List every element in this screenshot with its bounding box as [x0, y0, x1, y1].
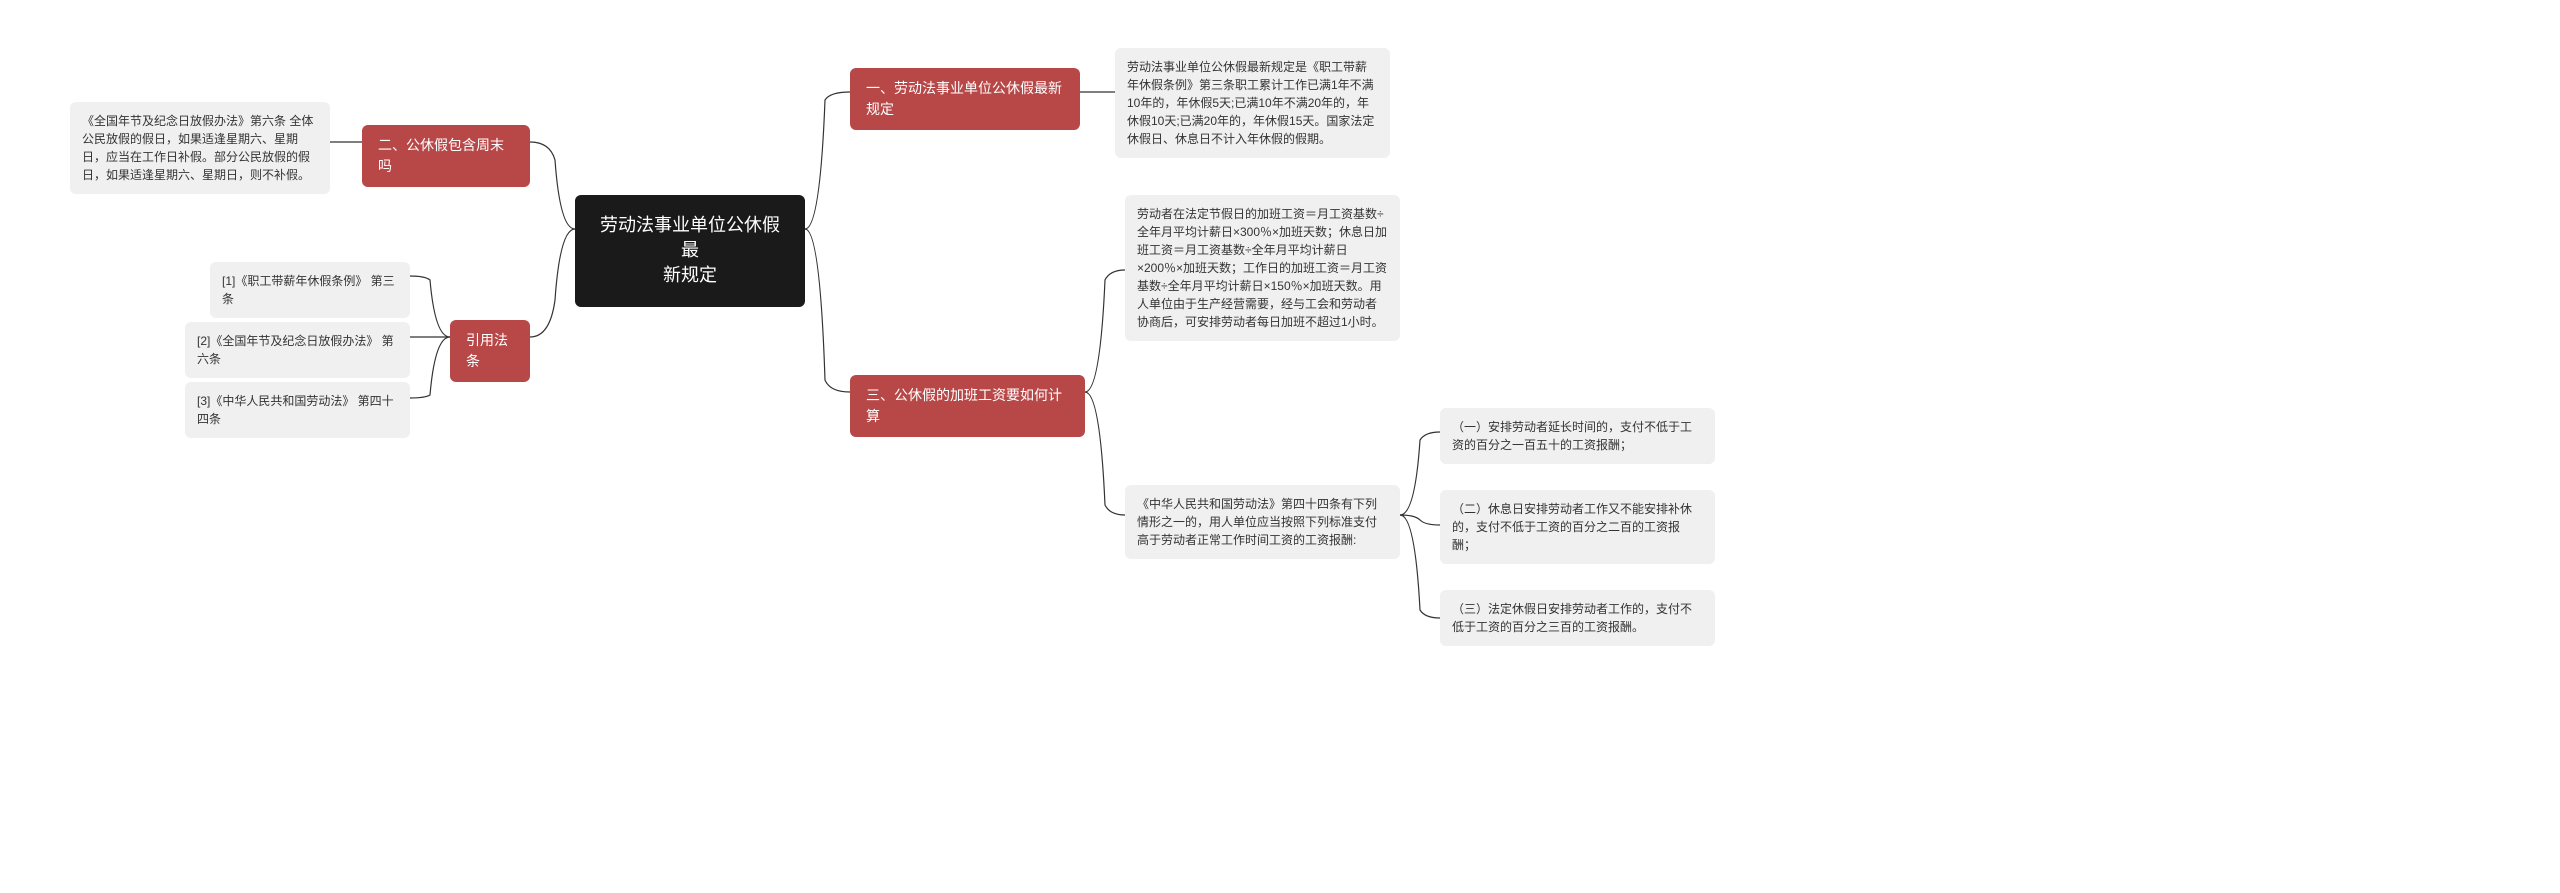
leaf-right-2-1-text: 劳动者在法定节假日的加班工资＝月工资基数÷全年月平均计薪日×300％×加班天数；…: [1137, 207, 1387, 329]
branch-right-2: 三、公休假的加班工资要如何计算: [850, 375, 1085, 437]
leaf-right-2-1: 劳动者在法定节假日的加班工资＝月工资基数÷全年月平均计薪日×300％×加班天数；…: [1125, 195, 1400, 341]
leaf-left-2-1-text: [2]《全国年节及纪念日放假办法》 第六条: [197, 334, 394, 366]
branch-left-1-label: 二、公休假包含周末吗: [378, 137, 504, 174]
leaf-right-1-text: 劳动法事业单位公休假最新规定是《职工带薪年休假条例》第三条职工累计工作已满1年不…: [1127, 60, 1374, 146]
leaf-left-2-1: [2]《全国年节及纪念日放假办法》 第六条: [185, 322, 410, 378]
leaf-left-2-0-text: [1]《职工带薪年休假条例》 第三条: [222, 274, 395, 306]
branch-left-1: 二、公休假包含周末吗: [362, 125, 530, 187]
subleaf-0: （一）安排劳动者延长时间的，支付不低于工资的百分之一百五十的工资报酬；: [1440, 408, 1715, 464]
subleaf-2-text: （三）法定休假日安排劳动者工作的，支付不低于工资的百分之三百的工资报酬。: [1452, 602, 1692, 634]
subleaf-1: （二）休息日安排劳动者工作又不能安排补休的，支付不低于工资的百分之二百的工资报酬…: [1440, 490, 1715, 564]
leaf-left-2-2-text: [3]《中华人民共和国劳动法》 第四十四条: [197, 394, 394, 426]
branch-right-1-label: 一、劳动法事业单位公休假最新规定: [866, 80, 1062, 117]
branch-left-2: 引用法条: [450, 320, 530, 382]
leaf-left-2-2: [3]《中华人民共和国劳动法》 第四十四条: [185, 382, 410, 438]
branch-left-2-label: 引用法条: [466, 332, 508, 369]
leaf-left-2-0: [1]《职工带薪年休假条例》 第三条: [210, 262, 410, 318]
branch-right-2-label: 三、公休假的加班工资要如何计算: [866, 387, 1062, 424]
subleaf-0-text: （一）安排劳动者延长时间的，支付不低于工资的百分之一百五十的工资报酬；: [1452, 420, 1692, 452]
root-label: 劳动法事业单位公休假最新规定: [600, 215, 780, 285]
leaf-right-2-2-text: 《中华人民共和国劳动法》第四十四条有下列情形之一的，用人单位应当按照下列标准支付…: [1137, 497, 1377, 547]
root-node: 劳动法事业单位公休假最新规定: [575, 195, 805, 307]
subleaf-2: （三）法定休假日安排劳动者工作的，支付不低于工资的百分之三百的工资报酬。: [1440, 590, 1715, 646]
leaf-right-2-2: 《中华人民共和国劳动法》第四十四条有下列情形之一的，用人单位应当按照下列标准支付…: [1125, 485, 1400, 559]
branch-right-1: 一、劳动法事业单位公休假最新规定: [850, 68, 1080, 130]
leaf-left-1: 《全国年节及纪念日放假办法》第六条 全体公民放假的假日，如果适逢星期六、星期日，…: [70, 102, 330, 194]
subleaf-1-text: （二）休息日安排劳动者工作又不能安排补休的，支付不低于工资的百分之二百的工资报酬…: [1452, 502, 1692, 552]
leaf-left-1-text: 《全国年节及纪念日放假办法》第六条 全体公民放假的假日，如果适逢星期六、星期日，…: [82, 114, 313, 182]
leaf-right-1: 劳动法事业单位公休假最新规定是《职工带薪年休假条例》第三条职工累计工作已满1年不…: [1115, 48, 1390, 158]
